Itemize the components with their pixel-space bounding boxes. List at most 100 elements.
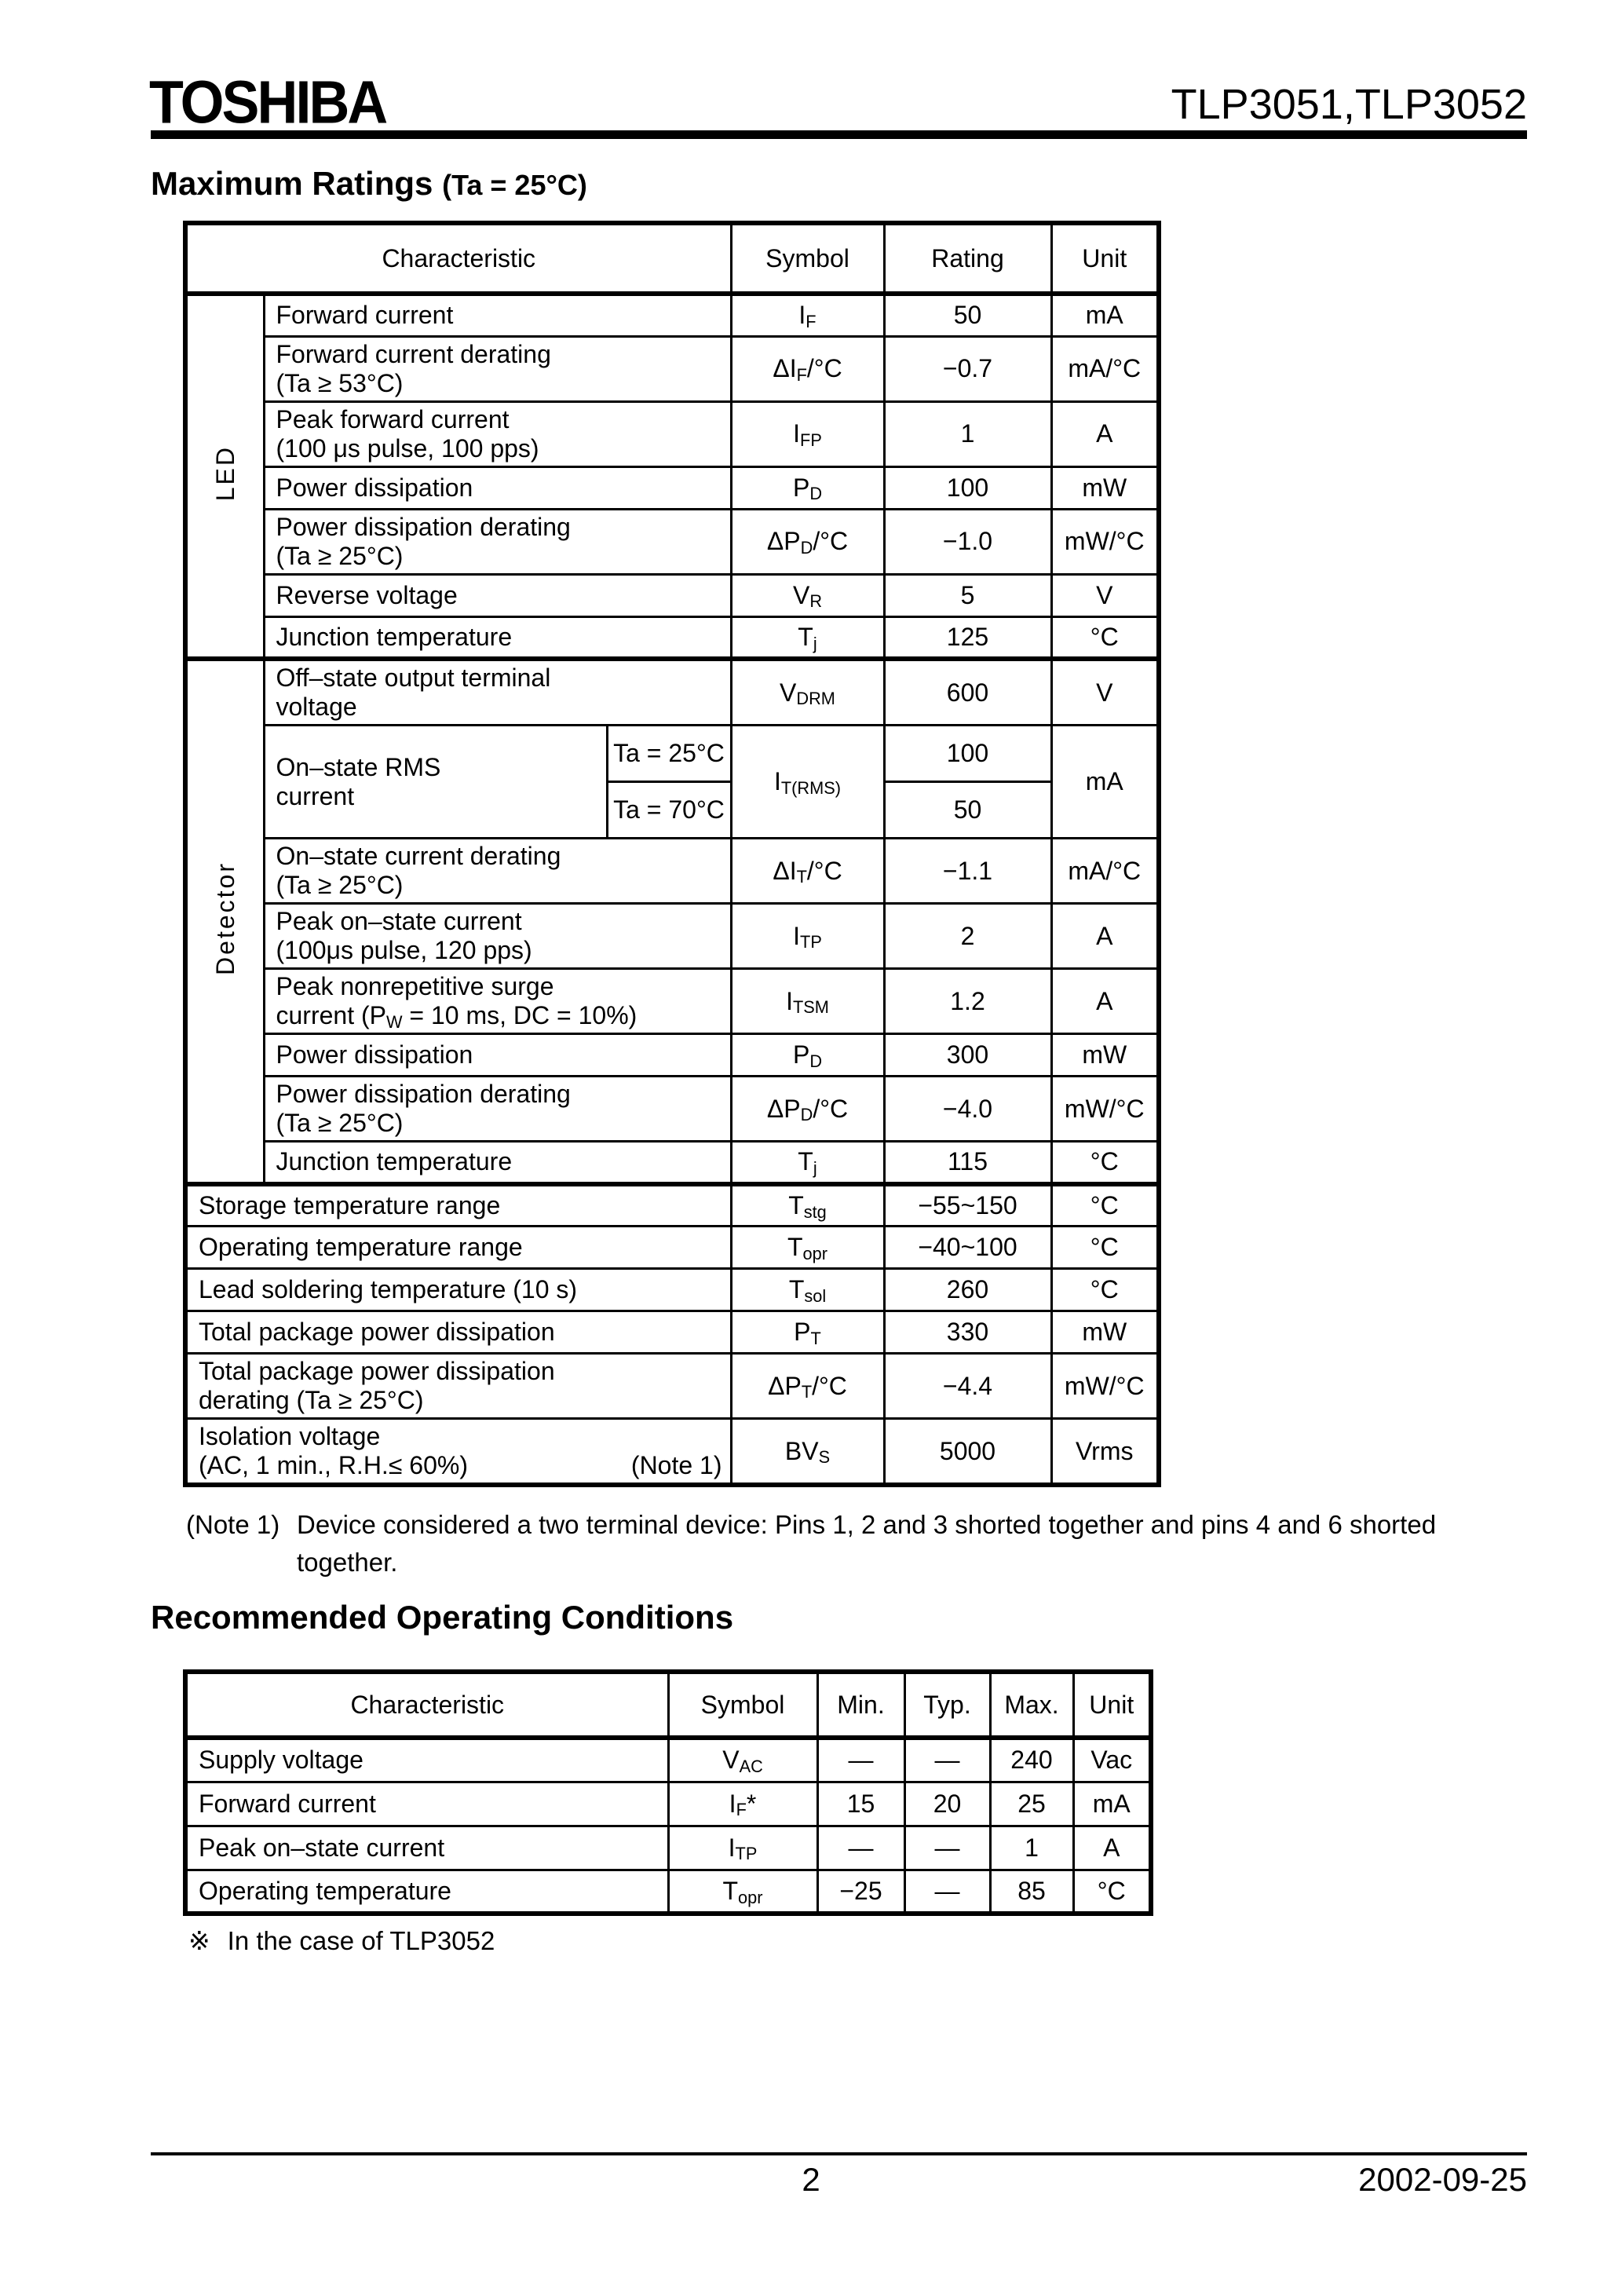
unit-cell: °C	[1050, 1267, 1160, 1312]
rating-cell: 50	[882, 291, 1053, 338]
characteristic-line: Reverse voltage	[276, 580, 458, 609]
characteristic-line: (100μs pulse, 120 pps)	[276, 936, 532, 964]
typ-cell: —	[903, 1736, 992, 1783]
group-label: LED	[210, 444, 239, 502]
characteristic-line: Peak on–state current	[276, 907, 522, 935]
column-header: Unit	[1072, 1670, 1153, 1740]
toshiba-logo: TOSHIBA	[149, 68, 388, 137]
rating-cell: 1.2	[882, 967, 1053, 1035]
rating-cell: −40~100	[882, 1225, 1053, 1270]
characteristic-line: Peak forward current	[276, 404, 510, 433]
rec-conditions-heading: Recommended Operating Conditions	[151, 1599, 734, 1636]
unit-cell: °C	[1072, 1868, 1153, 1915]
part-numbers: TLP3051,TLP3052	[1171, 81, 1527, 128]
condition-cell: Ta = 70°C	[605, 781, 732, 839]
note-1-text: Device considered a two terminal device:…	[297, 1506, 1436, 1581]
column-header: Characteristic	[184, 221, 732, 296]
unit-cell: mW	[1050, 465, 1160, 510]
rating-cell: −55~150	[882, 1181, 1053, 1227]
table-row: Ta = 70°C 50	[185, 781, 1159, 839]
symbol-cell: ITP	[729, 902, 886, 970]
characteristic-line: On–state RMS	[276, 752, 441, 781]
characteristic-cell: Isolation voltage (AC, 1 min., R.H.≤ 60%)…	[184, 1417, 732, 1486]
symbol-cell: Tj	[729, 1140, 886, 1185]
table-row: On–state current derating (Ta ≥ 25°C) ΔIT/…	[185, 837, 1160, 905]
header-rule	[151, 130, 1527, 139]
symbol-cell: PT	[729, 1310, 886, 1355]
characteristic-cell: Forward current	[184, 1780, 670, 1827]
characteristic-cell: On–state RMS current	[262, 724, 608, 839]
typ-cell: —	[903, 1824, 992, 1871]
column-header: Unit	[1050, 221, 1160, 296]
rec-conditions-table-header: Characteristic Symbol Min. Typ. Max. Unit	[184, 1670, 1153, 1740]
note-1-label: (Note 1)	[186, 1510, 280, 1539]
column-header: Max.	[988, 1670, 1075, 1740]
characteristic-line: Forward current derating	[276, 339, 551, 368]
rating-cell: 1	[882, 400, 1053, 468]
group-cell-led: LED	[184, 291, 265, 660]
symbol-cell: Topr	[729, 1225, 886, 1270]
table-row: Forward current IF* 15 20 25 mA	[184, 1780, 1153, 1827]
max-ratings-title: Maximum Ratings	[151, 165, 433, 202]
symbol-cell: ΔPT/°C	[729, 1352, 886, 1420]
rating-cell: −0.7	[882, 335, 1053, 403]
characteristic-cell: Power dissipation derating (Ta ≥ 25°C)	[262, 1075, 732, 1143]
rec-conditions-table-body: Supply voltage VAC — —240 Vac Forward current…	[184, 1736, 1153, 1915]
rating-cell: 300	[882, 1033, 1053, 1077]
table-row: Total package power dissipation derating …	[184, 1352, 1160, 1420]
unit-cell: mA	[1072, 1780, 1153, 1827]
characteristic-cell: Power dissipation	[262, 1033, 732, 1077]
rating-cell: 50	[882, 781, 1053, 839]
unit-cell: mA	[1050, 724, 1160, 839]
table-row: Forward current derating (Ta ≥ 53°C) ΔIF/°…	[185, 335, 1160, 403]
table-row: Power dissipation derating (Ta ≥ 25°C) ΔPD…	[185, 1075, 1160, 1143]
symbol-cell: BVS	[729, 1417, 886, 1486]
condition-cell: Ta = 25°C	[605, 724, 732, 783]
characteristic-cell: Supply voltage	[184, 1736, 670, 1783]
characteristic-cell: Off–state output terminal voltage	[262, 656, 732, 726]
table-row: Peak forward current (100 μs pulse, 100 p…	[185, 400, 1160, 468]
column-header: Min.	[816, 1670, 906, 1740]
characteristic-line: (Ta ≥ 53°C)	[276, 368, 404, 397]
characteristic-cell: Forward current derating (Ta ≥ 53°C)	[262, 335, 732, 403]
unit-cell: °C	[1050, 1225, 1160, 1270]
unit-cell: mW	[1050, 1310, 1160, 1355]
footer-rule	[151, 2152, 1527, 2155]
symbol-cell: Topr	[667, 1868, 819, 1915]
note-1-line1: Device considered a two terminal device:…	[297, 1510, 1437, 1539]
unit-cell: A	[1050, 400, 1160, 468]
table-row: Peak nonrepetitive surge current (PW = 10…	[185, 967, 1160, 1035]
characteristic-cell: Reverse voltage	[262, 572, 732, 618]
max-cell: 1	[988, 1824, 1075, 1871]
table-row: Operating temperature range Topr −40~100 °C	[184, 1225, 1160, 1270]
symbol-cell: ITP	[667, 1824, 819, 1871]
symbol-cell: Tj	[729, 615, 886, 660]
page-number: 2	[802, 2161, 820, 2198]
characteristic-line: Storage temperature range	[199, 1190, 501, 1219]
rating-cell: 330	[882, 1310, 1053, 1355]
table-row: Junction temperature Tj 115 °C	[185, 1140, 1160, 1185]
table-row: Junction temperature Tj 125 °C	[185, 615, 1160, 660]
characteristic-line: derating (Ta ≥ 25°C)	[199, 1386, 424, 1414]
characteristic-cell: Total package power dissipation	[184, 1310, 732, 1355]
rating-cell: 125	[882, 615, 1053, 660]
rating-cell: −4.4	[882, 1352, 1053, 1420]
symbol-cell: Tsol	[729, 1267, 886, 1312]
characteristic-line: (Ta ≥ 25°C)	[276, 1109, 404, 1137]
unit-cell: mW	[1050, 1033, 1160, 1077]
characteristic-cell: Storage temperature range	[184, 1181, 732, 1227]
symbol-cell: ΔIF/°C	[729, 335, 886, 403]
rating-cell: 260	[882, 1267, 1053, 1312]
rating-cell: 5	[882, 572, 1053, 618]
characteristic-line: On–state current derating	[276, 842, 561, 870]
table-row: Power dissipation derating (Ta ≥ 25°C) ΔPD…	[185, 507, 1160, 576]
rating-cell: 5000	[882, 1417, 1053, 1486]
unit-cell: A	[1050, 902, 1160, 970]
column-header: Symbol	[729, 221, 886, 296]
footer-date: 2002-09-25	[1358, 2161, 1527, 2198]
rec-conditions-table: Characteristic Symbol Min. Typ. Max. Unit Sup…	[183, 1669, 1153, 1916]
characteristic-line: Off–state output terminal	[276, 664, 551, 692]
symbol-cell: VAC	[667, 1736, 819, 1783]
symbol-cell: IF*	[667, 1780, 819, 1827]
